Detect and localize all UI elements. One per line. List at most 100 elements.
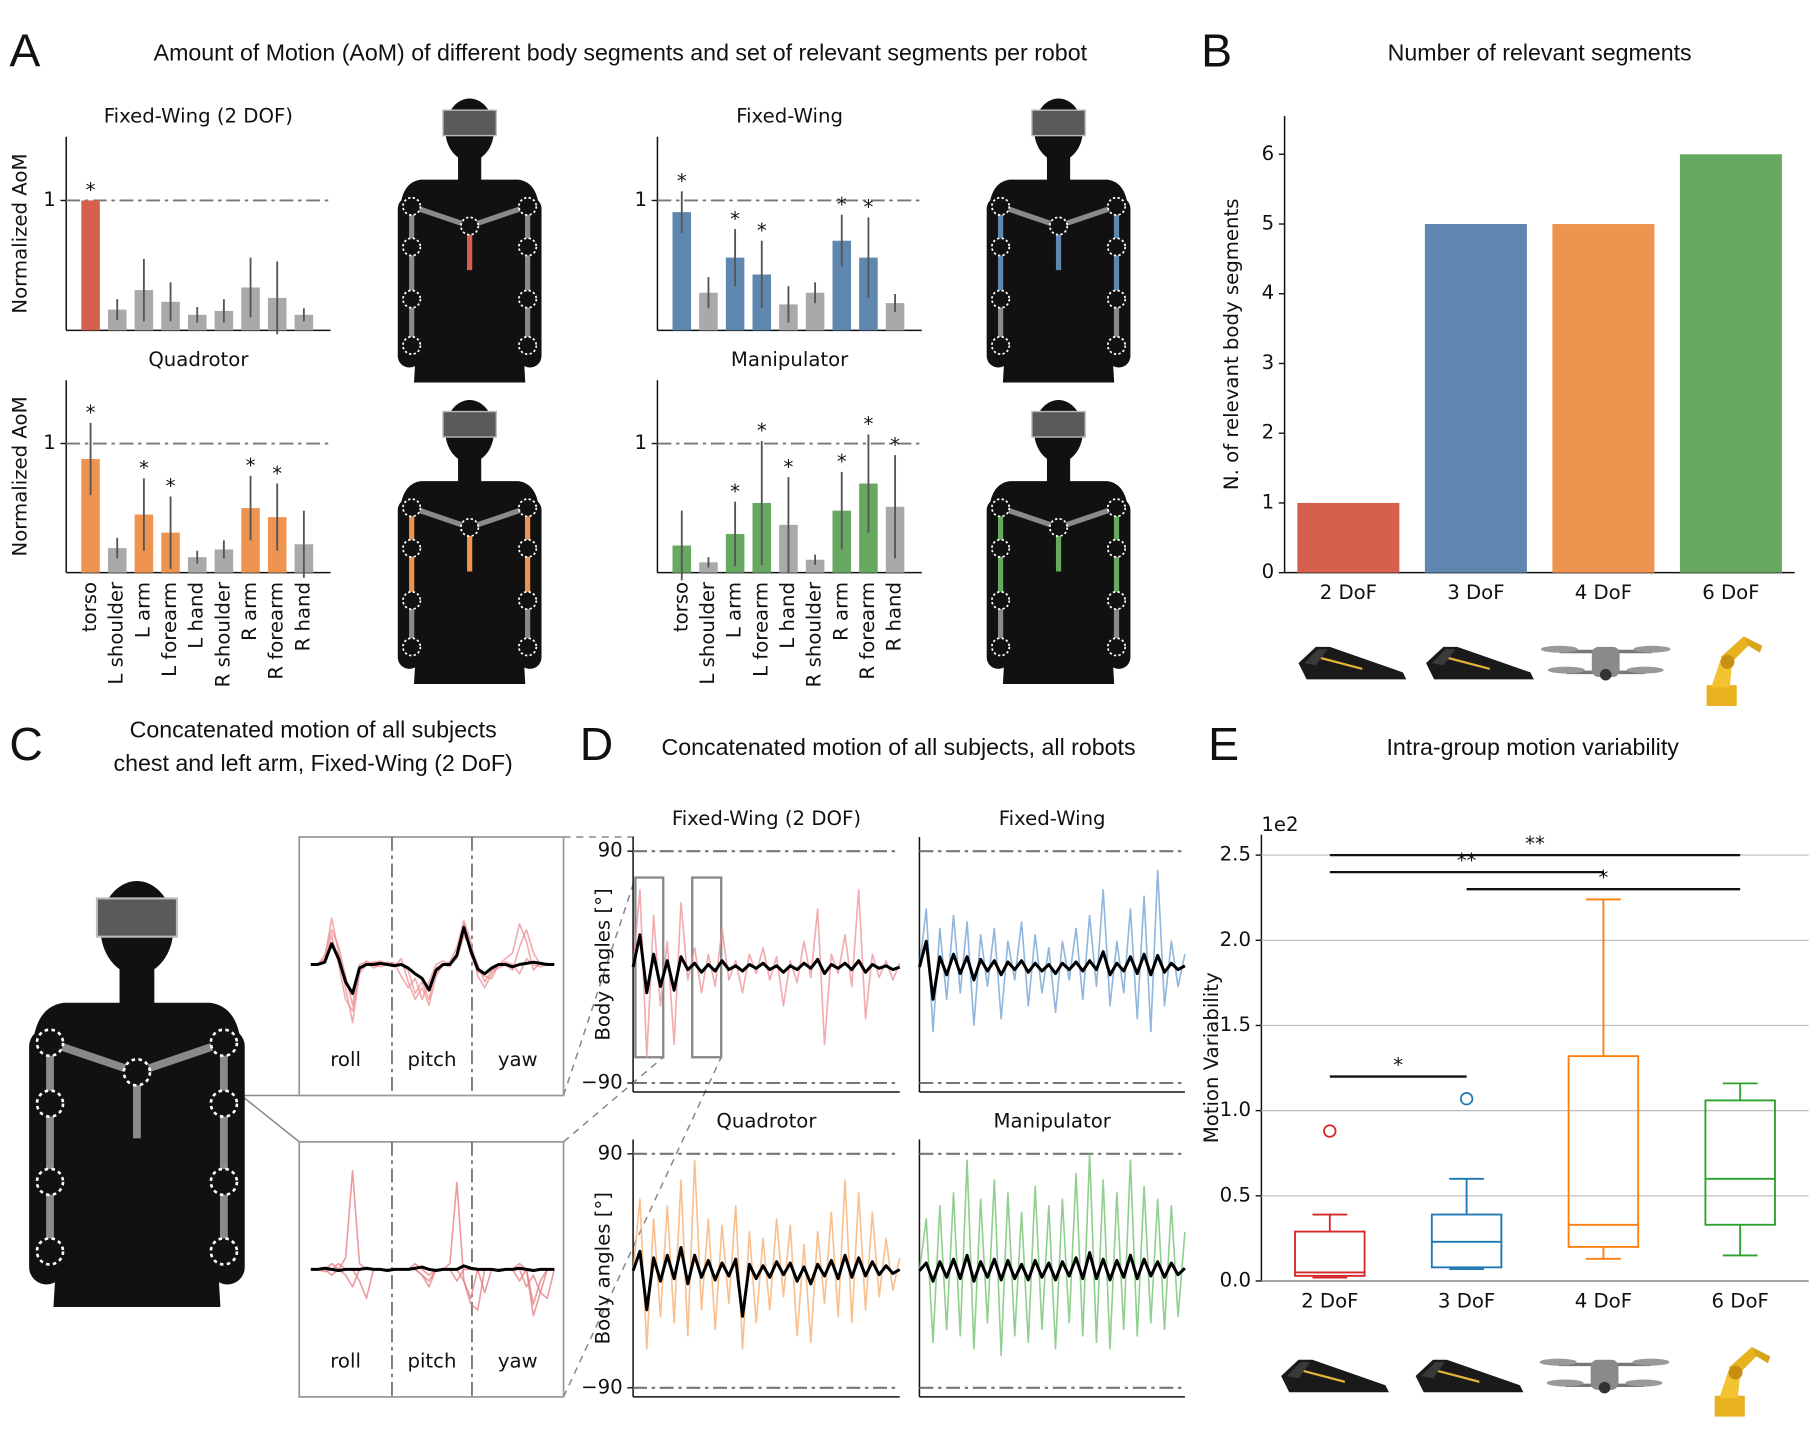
body-joint [35, 1167, 65, 1197]
body-joint [402, 498, 422, 518]
bar [885, 303, 905, 331]
box-outlier [1323, 1124, 1337, 1138]
line-series [918, 1152, 1186, 1357]
significance-marker: * [784, 455, 794, 478]
body-joint [518, 498, 538, 518]
y-axis-label: Normalized AoM [9, 154, 32, 314]
body-joint [518, 196, 538, 216]
body-joint [402, 289, 422, 309]
body-joint [1106, 590, 1127, 611]
line-series [310, 1170, 555, 1317]
x-tick-label: L arm [723, 582, 746, 638]
section-label: roll [330, 1350, 361, 1373]
body-joint [1106, 196, 1127, 216]
body-joint [991, 289, 1011, 309]
significance-marker: * [246, 454, 256, 477]
chart-title: Fixed-Wing [736, 105, 843, 128]
body-joint [1106, 538, 1127, 558]
y-tick-label: 0.5 [1220, 1183, 1251, 1206]
x-tick-label: L shoulder [105, 581, 128, 685]
body-joint [402, 637, 422, 657]
y-tick-label: 6 [1262, 142, 1275, 165]
bar [187, 557, 207, 573]
box [1567, 1055, 1640, 1248]
body-joint [1106, 637, 1127, 657]
y-tick-label: 1 [634, 431, 647, 454]
panel-title: Concatenated motion of all subjects, all… [662, 734, 1136, 760]
body-joint [1048, 216, 1069, 236]
inset-frame [298, 836, 565, 1097]
bar [81, 200, 100, 331]
significance-marker: * [166, 475, 176, 498]
body-joint [1106, 335, 1127, 356]
significance-marker: * [837, 450, 847, 473]
y-tick-label: 4 [1262, 281, 1275, 304]
y-tick-label: 1 [43, 431, 56, 454]
body-figure [397, 399, 542, 684]
y-tick-label: 3 [1262, 351, 1275, 374]
body-figure [986, 399, 1131, 684]
body-joint [518, 538, 538, 558]
panel-label: E [1208, 718, 1239, 770]
headset [1031, 410, 1086, 438]
box [1704, 1099, 1776, 1226]
y-axis-label: Motion Variability [1200, 972, 1223, 1143]
significance-marker: * [677, 170, 687, 193]
y-tick-label: 1 [43, 188, 56, 211]
y-axis-label: Body angles [°] [592, 1192, 615, 1344]
x-tick-label: 3 DoF [1447, 581, 1504, 604]
body-joint [1106, 289, 1127, 309]
body-joint [1106, 498, 1127, 518]
body-segment [410, 505, 471, 530]
headset [95, 897, 178, 938]
body-segment [468, 203, 529, 229]
body-joint [402, 538, 422, 558]
body-joint [991, 637, 1011, 657]
body-segment [410, 203, 471, 229]
headset [442, 109, 498, 137]
body-joint [518, 590, 538, 611]
body-segment [468, 505, 529, 530]
y-tick-label: 0.0 [1220, 1268, 1251, 1291]
x-tick-label: L forearm [749, 582, 772, 677]
inset-frame [298, 1140, 565, 1398]
y-tick-label: 1 [634, 188, 647, 211]
bar [107, 548, 127, 573]
body-segment [1057, 203, 1118, 229]
panel-title: Number of relevant segments [1388, 40, 1692, 66]
body-silhouette [400, 179, 540, 383]
body-joint [518, 335, 538, 356]
bar [699, 562, 718, 573]
body-joint [518, 289, 538, 309]
bar [725, 257, 745, 331]
body-segment [48, 1039, 139, 1077]
body-silhouette [32, 1002, 242, 1308]
line-series [310, 1264, 555, 1273]
body-joint [402, 335, 422, 356]
line-series [631, 1245, 901, 1318]
significance-marker: * [272, 462, 282, 485]
body-joint [35, 1028, 65, 1058]
headset [442, 410, 498, 438]
chart-title: Manipulator [993, 1110, 1111, 1133]
significance-marker: * [757, 219, 767, 242]
x-tick-label: torso [669, 582, 692, 632]
panel-label: C [9, 718, 42, 770]
significance-marker: * [730, 207, 740, 230]
significance-marker: * [86, 401, 96, 424]
body-figure [397, 98, 542, 383]
line-series [917, 939, 1186, 1001]
y-tick-label: 2 [1262, 421, 1275, 444]
bar [214, 549, 234, 573]
axis-scale-label: 1e2 [1261, 813, 1298, 836]
x-tick-label: L hand [185, 582, 208, 649]
significance-marker: * [864, 413, 874, 436]
panel-title: Amount of Motion (AoM) of different body… [154, 40, 1088, 66]
significance-marker: * [890, 433, 900, 456]
y-tick-label: 2.5 [1220, 843, 1251, 866]
body-joint [991, 590, 1011, 611]
static-layer: A Amount of Motion (AoM) of different bo… [9, 25, 1771, 1417]
bar [672, 212, 692, 331]
